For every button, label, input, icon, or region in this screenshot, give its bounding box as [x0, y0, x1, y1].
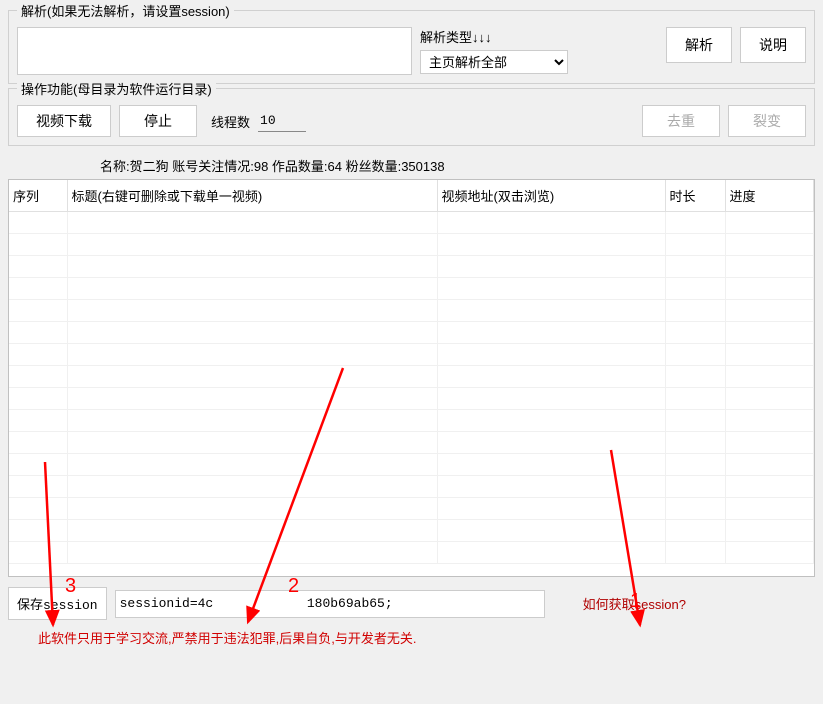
col-seq-header[interactable]: 序列 [9, 180, 67, 212]
how-get-session-link[interactable]: 如何获取session? [583, 594, 686, 613]
parse-button[interactable]: 解析 [666, 27, 732, 63]
parse-type-select[interactable]: 主页解析全部 [420, 50, 568, 74]
split-button[interactable]: 裂变 [728, 105, 806, 137]
url-input[interactable] [17, 27, 412, 75]
table-row [9, 256, 814, 278]
ops-group-title: 操作功能(母目录为软件运行目录) [17, 79, 216, 98]
parse-group: 解析(如果无法解析，请设置session) 解析类型↓↓↓ 主页解析全部 解析 … [8, 10, 815, 84]
table-row [9, 300, 814, 322]
table-row [9, 432, 814, 454]
table-row [9, 454, 814, 476]
table-row [9, 520, 814, 542]
table-row [9, 388, 814, 410]
thread-label: 线程数 [211, 112, 250, 131]
table-row [9, 476, 814, 498]
parse-group-title: 解析(如果无法解析，请设置session) [17, 1, 234, 20]
video-table: 序列 标题(右键可删除或下载单一视频) 视频地址(双击浏览) 时长 进度 [9, 180, 814, 564]
col-progress-header[interactable]: 进度 [725, 180, 814, 212]
table-row [9, 344, 814, 366]
parse-type-label: 解析类型↓↓↓ [420, 27, 568, 46]
col-duration-header[interactable]: 时长 [665, 180, 725, 212]
download-button[interactable]: 视频下载 [17, 105, 111, 137]
table-row [9, 366, 814, 388]
table-row [9, 234, 814, 256]
ops-group: 操作功能(母目录为软件运行目录) 视频下载 停止 线程数 去重 裂变 [8, 88, 815, 146]
session-row: 保存session 如何获取session? [8, 587, 815, 620]
thread-input[interactable] [258, 110, 306, 132]
disclaimer-text: 此软件只用于学习交流,严禁用于违法犯罪,后果自负,与开发者无关. [0, 624, 823, 647]
info-bar: 名称:贺二狗 账号关注情况:98 作品数量:64 粉丝数量:350138 [0, 150, 823, 179]
dedup-button[interactable]: 去重 [642, 105, 720, 137]
table-row [9, 542, 814, 564]
table-row [9, 322, 814, 344]
table-row [9, 498, 814, 520]
video-table-container: 序列 标题(右键可删除或下载单一视频) 视频地址(双击浏览) 时长 进度 [8, 179, 815, 577]
table-row [9, 212, 814, 234]
col-url-header[interactable]: 视频地址(双击浏览) [437, 180, 665, 212]
session-input[interactable] [115, 590, 545, 618]
table-row [9, 278, 814, 300]
help-button[interactable]: 说明 [740, 27, 806, 63]
table-row [9, 410, 814, 432]
col-title-header[interactable]: 标题(右键可删除或下载单一视频) [67, 180, 437, 212]
stop-button[interactable]: 停止 [119, 105, 197, 137]
save-session-button[interactable]: 保存session [8, 587, 107, 620]
